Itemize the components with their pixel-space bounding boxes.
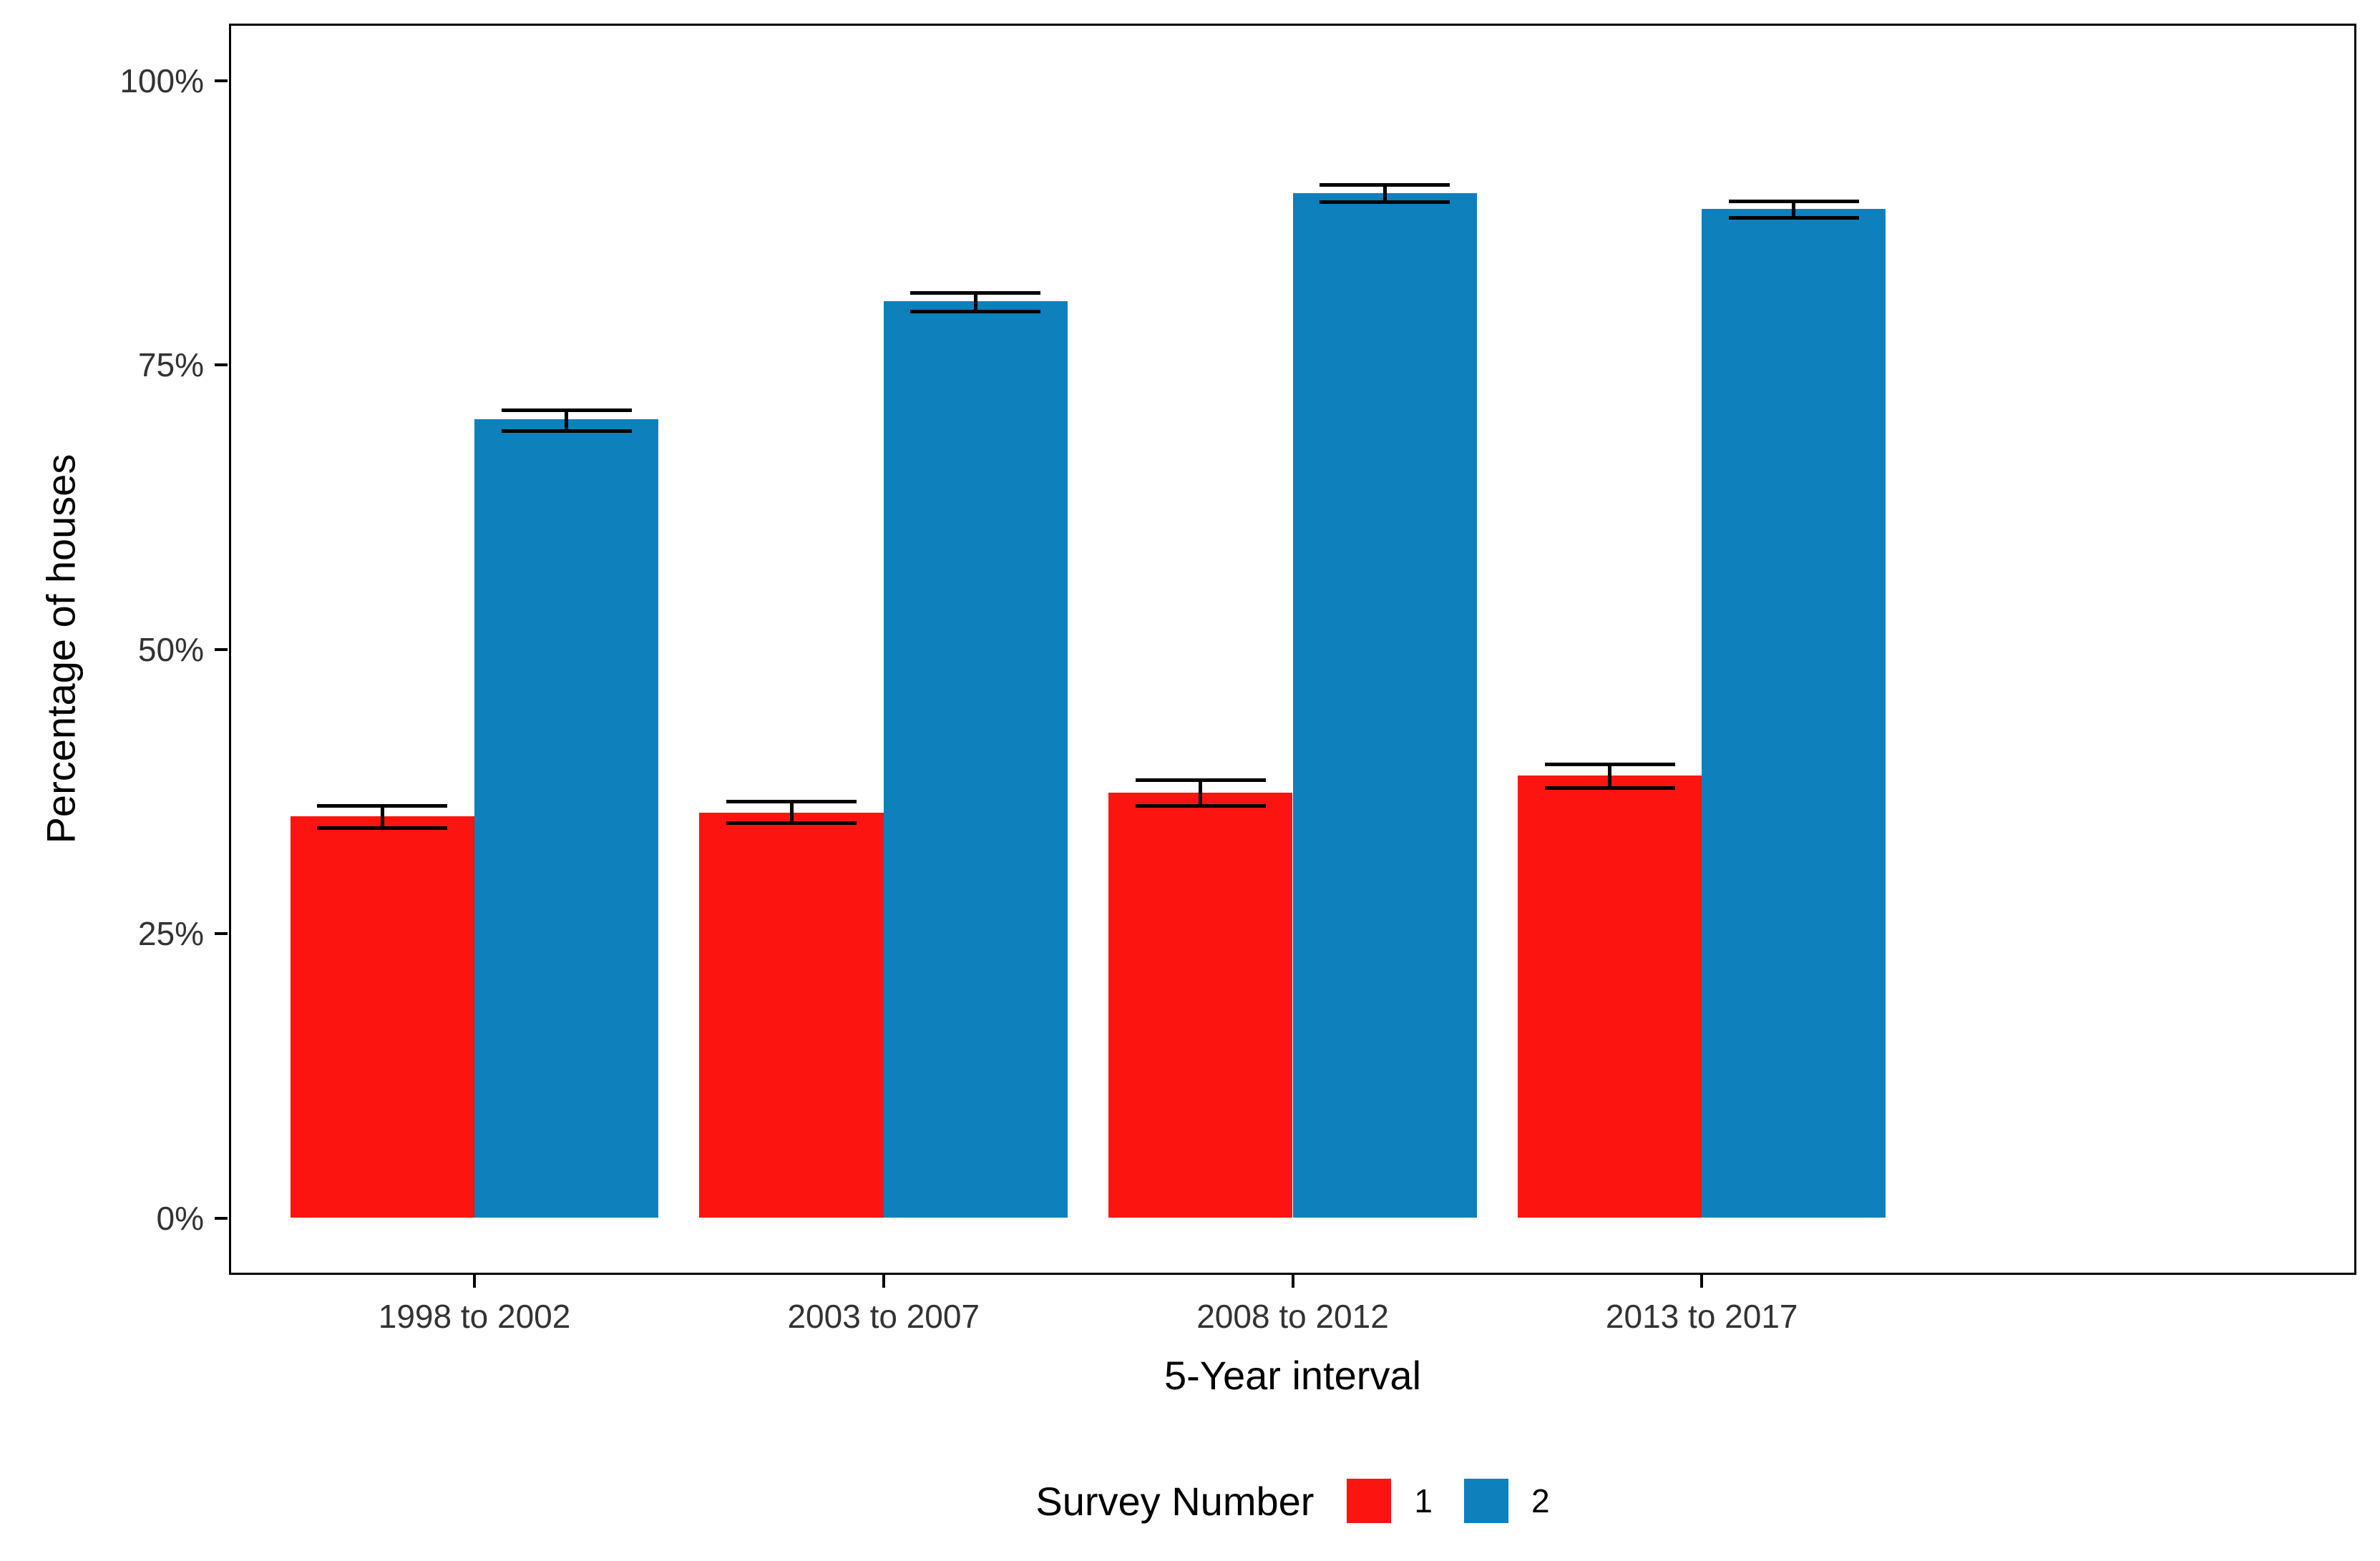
error-bar-cap-bottom xyxy=(726,821,857,826)
error-bar-cap-bottom xyxy=(317,826,448,830)
x-tick-label: 1998 to 2002 xyxy=(378,1298,571,1335)
y-tick-label: 75% xyxy=(137,346,204,383)
error-bar-cap-bottom xyxy=(910,309,1041,313)
y-tick-mark xyxy=(215,647,228,651)
legend-label: 1 xyxy=(1414,1482,1433,1520)
error-bar-line xyxy=(789,801,794,823)
legend-item-2: 2 xyxy=(1464,1479,1550,1523)
x-tick-mark xyxy=(1700,1275,1704,1288)
error-bar-line xyxy=(1608,764,1612,788)
error-bar-cap-bottom xyxy=(1135,804,1266,808)
bar-series-2 xyxy=(1292,192,1477,1218)
x-axis-title: 5-Year interval xyxy=(1164,1353,1422,1398)
y-tick-label: 25% xyxy=(137,915,204,952)
error-bar-cap-bottom xyxy=(1544,786,1675,790)
error-bar-cap-bottom xyxy=(1728,216,1859,220)
legend-item-1: 1 xyxy=(1347,1479,1433,1523)
y-tick-mark xyxy=(215,363,228,366)
y-tick-label: 0% xyxy=(156,1199,204,1237)
legend-swatch-icon xyxy=(1347,1479,1392,1523)
x-tick-mark xyxy=(1291,1275,1294,1288)
y-tick-mark xyxy=(215,932,228,935)
bar-series-1 xyxy=(1108,792,1293,1218)
y-tick-label: 100% xyxy=(120,62,204,99)
legend-title: Survey Number xyxy=(1035,1478,1315,1524)
legend-label: 2 xyxy=(1531,1482,1550,1520)
error-bar-line xyxy=(565,410,569,431)
bar-series-2 xyxy=(474,419,659,1218)
bar-series-1 xyxy=(699,813,884,1218)
error-bar-cap-bottom xyxy=(501,429,632,433)
bar-series-1 xyxy=(1517,775,1702,1218)
x-tick-mark xyxy=(882,1275,885,1288)
x-tick-label: 2003 to 2007 xyxy=(787,1298,980,1335)
bar-series-2 xyxy=(883,300,1068,1218)
bar-series-2 xyxy=(1702,209,1886,1218)
legend-swatch-icon xyxy=(1464,1479,1509,1523)
y-tick-label: 50% xyxy=(137,630,204,668)
error-bar-line xyxy=(1382,185,1387,202)
x-tick-label: 2008 to 2012 xyxy=(1196,1298,1389,1335)
y-tick-mark xyxy=(215,1216,228,1220)
error-bar-line xyxy=(380,806,384,828)
bar-series-1 xyxy=(290,816,475,1218)
x-tick-mark xyxy=(473,1275,477,1288)
error-bar-line xyxy=(973,293,977,312)
error-bar-line xyxy=(1199,780,1203,806)
y-tick-mark xyxy=(215,79,228,82)
error-bar-cap-bottom xyxy=(1320,200,1450,205)
error-bar-line xyxy=(1792,201,1796,218)
x-tick-label: 2013 to 2017 xyxy=(1605,1298,1798,1335)
